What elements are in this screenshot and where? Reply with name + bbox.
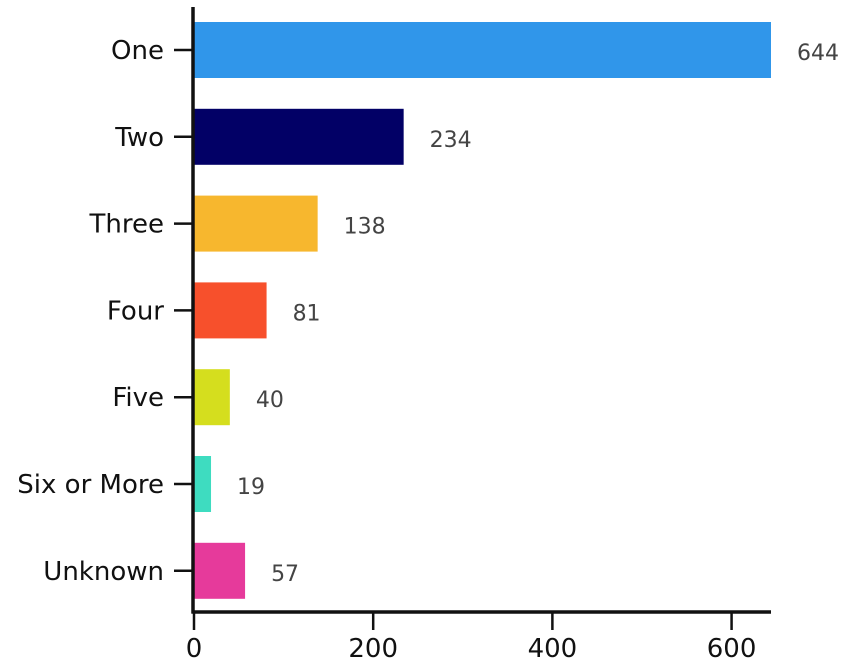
category-label-unknown: Unknown xyxy=(43,557,164,587)
axes: 0 200 400 600 xyxy=(174,7,771,664)
bar-two xyxy=(194,108,404,165)
category-labels: One Two Three Four Five Six or More Unknown xyxy=(17,36,164,587)
value-label-five: 40 xyxy=(256,388,284,413)
x-tick-label-600: 600 xyxy=(707,634,757,662)
category-label-five: Five xyxy=(112,383,164,413)
bar-three xyxy=(194,195,318,252)
x-tick-label-0: 0 xyxy=(186,634,203,662)
bars-layer xyxy=(194,22,771,599)
value-label-four: 81 xyxy=(293,301,321,326)
bar-unknown xyxy=(194,542,246,599)
value-label-six-or-more: 19 xyxy=(237,475,265,500)
bar-six-or-more xyxy=(194,456,212,512)
category-label-four: Four xyxy=(107,296,164,326)
value-label-one: 644 xyxy=(797,41,839,66)
category-label-two: Two xyxy=(114,123,164,153)
value-label-two: 234 xyxy=(430,128,472,153)
value-labels: 644 234 138 81 40 19 57 xyxy=(237,41,839,587)
bar-one xyxy=(194,22,771,78)
x-tick-label-200: 200 xyxy=(348,634,398,662)
bar-five xyxy=(194,369,230,426)
value-label-unknown: 57 xyxy=(271,562,299,587)
category-label-six-or-more: Six or More xyxy=(17,470,164,500)
category-label-one: One xyxy=(111,36,164,66)
category-label-three: Three xyxy=(89,210,164,240)
bar-four xyxy=(194,282,267,339)
value-label-three: 138 xyxy=(344,215,386,240)
x-tick-label-400: 400 xyxy=(528,634,578,662)
